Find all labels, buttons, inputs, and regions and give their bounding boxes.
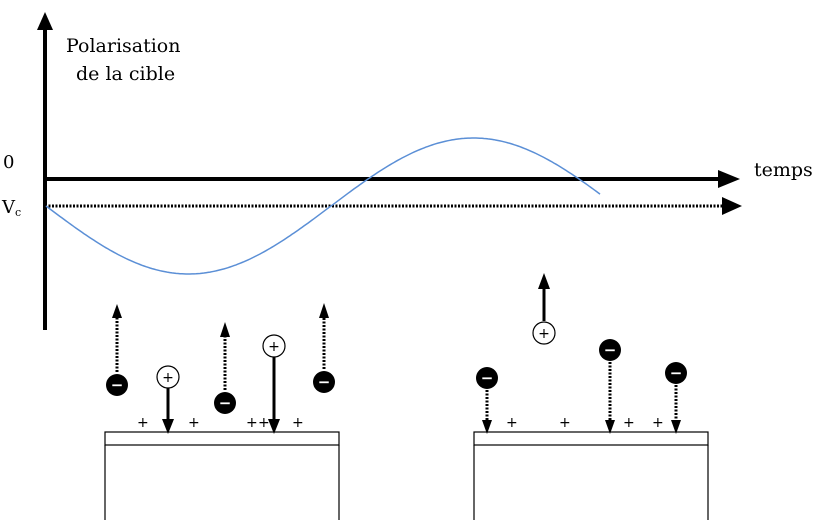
electron (599, 339, 621, 361)
zero-label: 0 (3, 152, 14, 173)
electron-sign: − (318, 373, 331, 391)
left-electron-3: − (313, 303, 335, 393)
y-axis-label-line1: Polarisation (66, 35, 180, 57)
electron-arrowhead (605, 420, 615, 434)
right-surface-charge: + (559, 415, 571, 431)
ion-sign: + (162, 370, 174, 386)
left-surface-charge: + (246, 415, 258, 431)
polarisation-curve (45, 137, 601, 275)
electron-arrowhead (482, 420, 492, 434)
electron-sign: − (219, 394, 232, 412)
right-surface-charge: + (623, 415, 635, 431)
right-target: + + + + − + − − (473, 273, 709, 520)
y-axis-arrowhead (37, 12, 53, 30)
right-electron-3: − (665, 362, 687, 434)
electron-arrowhead (671, 420, 681, 434)
right-target-body (473, 445, 709, 520)
right-ion-1: + (532, 273, 556, 345)
left-ion-1: + (156, 365, 180, 434)
left-surface-charge: + (258, 415, 270, 431)
electron (476, 367, 498, 389)
electron-arrowhead (220, 322, 230, 337)
electron-arrowhead (319, 303, 329, 318)
x-axis-label: temps (754, 159, 813, 181)
right-target-surface-layer (473, 431, 709, 446)
left-electron-1: − (106, 304, 128, 396)
electron (106, 374, 128, 396)
right-electron-2: − (599, 339, 621, 434)
electron-sign: − (604, 341, 617, 359)
right-electron-1: − (476, 367, 498, 434)
electron (214, 392, 236, 414)
vc-level-arrowhead (722, 197, 742, 215)
left-target-body (104, 445, 340, 520)
left-ion-2: + (262, 334, 286, 434)
vc-subscript: c (15, 206, 21, 219)
left-target-surface-layer (104, 431, 340, 446)
ion (532, 321, 556, 345)
y-axis-label-line2: de la cible (76, 63, 175, 85)
right-surface-charge: + (652, 415, 664, 431)
ion-arrowhead (538, 273, 550, 289)
ion-arrowhead (268, 419, 280, 434)
electron (313, 371, 335, 393)
left-electron-2: − (214, 322, 236, 414)
left-target: + + + + + − + − + (104, 303, 340, 520)
left-surface-charge: + (188, 415, 200, 431)
electron-arrowhead (112, 304, 122, 318)
x-axis-arrowhead (718, 170, 740, 188)
left-surface-charge: + (137, 415, 149, 431)
electron-sign: − (670, 364, 683, 382)
right-surface-charge: + (506, 415, 518, 431)
ion-sign: + (538, 326, 550, 342)
electron-sign: − (111, 376, 124, 394)
left-surface-charge: + (292, 415, 304, 431)
vc-label: Vc (1, 197, 21, 219)
ion-arrowhead (162, 419, 174, 434)
electron (665, 362, 687, 384)
ion-sign: + (268, 339, 280, 355)
electron-sign: − (481, 369, 494, 387)
